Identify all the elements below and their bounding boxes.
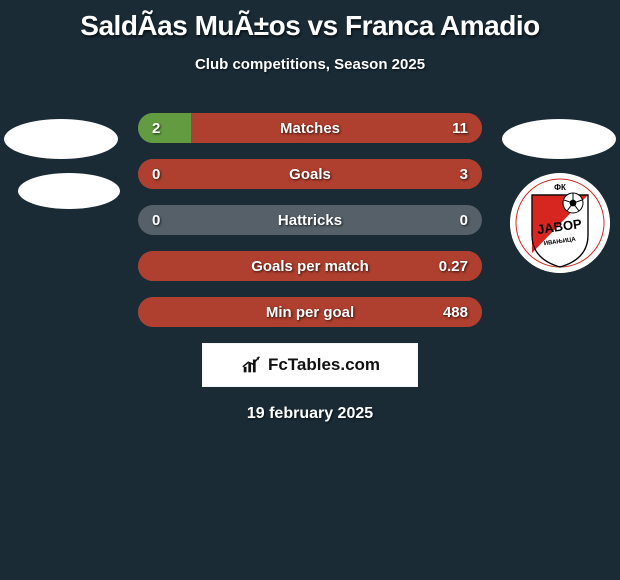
- stat-row: 211Matches: [138, 113, 482, 143]
- stat-row: 488Min per goal: [138, 297, 482, 327]
- player-left-badge-2: [18, 173, 120, 209]
- date-text: 19 february 2025: [0, 405, 620, 423]
- stat-row: 03Goals: [138, 159, 482, 189]
- player-left-badge-1: [4, 119, 118, 159]
- brand-text: FcTables.com: [268, 355, 380, 375]
- bar-label: Matches: [138, 113, 482, 143]
- stat-row: 0.27Goals per match: [138, 251, 482, 281]
- team-logo-right: ФК JABOP ИВАЊИЦА: [510, 173, 610, 273]
- shield-icon: ФК JABOP ИВАЊИЦА: [510, 173, 610, 273]
- chart-icon: [240, 354, 264, 376]
- bar-label: Hattricks: [138, 205, 482, 235]
- page-title: SaldÃ­as MuÃ±os vs Franca Amadio: [0, 0, 620, 42]
- bar-label: Goals: [138, 159, 482, 189]
- brand-box[interactable]: FcTables.com: [202, 343, 418, 387]
- bar-label: Min per goal: [138, 297, 482, 327]
- player-right-badge-1: [502, 119, 616, 159]
- subtitle: Club competitions, Season 2025: [0, 56, 620, 73]
- stat-bars: 211Matches 03Goals 00Hattricks 0.27Goals pe…: [138, 113, 482, 327]
- bar-label: Goals per match: [138, 251, 482, 281]
- svg-text:ФК: ФК: [554, 183, 566, 192]
- stat-row: 00Hattricks: [138, 205, 482, 235]
- stats-area: ФК JABOP ИВАЊИЦА 211Matches 03Goals 00Hatt…: [0, 113, 620, 327]
